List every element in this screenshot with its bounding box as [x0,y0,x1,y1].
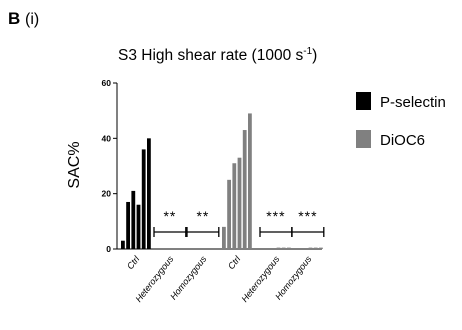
bar [222,226,226,249]
bar [136,204,141,249]
legend-label: P-selectin [380,94,446,111]
legend: P-selectin DiOC6 [356,92,446,149]
x-group-label: Ctrl [226,253,243,271]
legend-label: DiOC6 [380,132,425,149]
panel-sub: (i) [25,11,39,28]
bar [313,247,318,249]
bar [276,247,281,249]
significance-label: *** [266,208,285,224]
y-tick-label: 20 [102,189,112,199]
significance-label: *** [298,208,317,224]
plot-area: 0204060CtrlHeterozygous**Homozygous**Ctr… [102,78,325,304]
bar [227,179,231,249]
chart-title-close: ) [312,47,317,64]
y-tick-label: 40 [102,133,112,143]
bar [319,247,323,249]
legend-swatch [356,130,371,148]
chart-title-main: S3 High shear rate (1000 s [118,47,303,64]
panel-letter: B [8,9,20,28]
bar [131,190,136,249]
x-group-label: Ctrl [125,253,142,271]
bar [141,149,146,249]
bar [287,247,291,249]
chart-title: S3 High shear rate (1000 s-1) [118,46,317,64]
bar [121,240,125,249]
significance-label: ** [196,208,209,224]
y-axis-label: SAC% [66,141,83,188]
bar [248,113,252,249]
significance-label: ** [163,208,176,224]
y-tick-label: 0 [106,244,111,254]
bar [232,163,237,249]
bar [237,157,242,249]
bar [147,138,151,249]
legend-swatch [356,92,371,110]
bar [308,247,313,249]
chart-title-sup: -1 [303,46,312,57]
bar [126,201,130,249]
y-tick-label: 60 [102,78,112,88]
bar [242,130,247,249]
bar [281,247,286,249]
